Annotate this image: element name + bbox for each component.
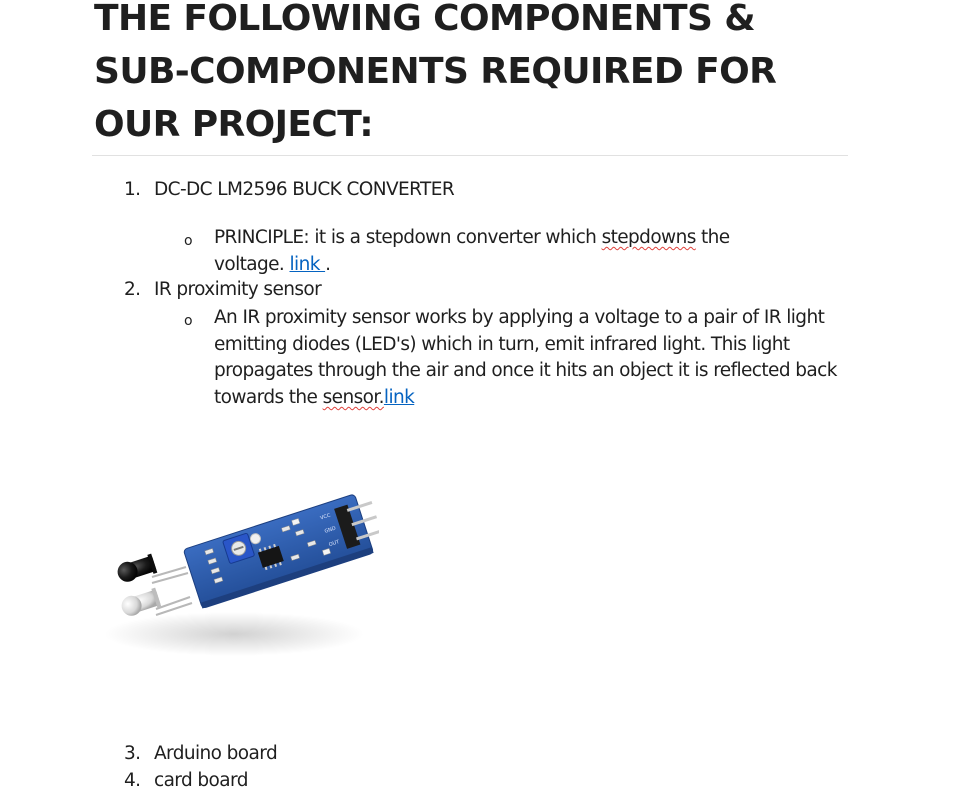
principle-period: . xyxy=(325,253,331,275)
list-number-4: 4. xyxy=(124,770,141,791)
list-number-1: 1. xyxy=(124,179,141,200)
list-item-card-board: card board xyxy=(154,770,248,791)
ir-desc-line-4: towards the sensor.link xyxy=(214,385,837,412)
principle-text-end: the xyxy=(695,227,730,248)
svg-text:GND: GND xyxy=(324,526,337,535)
principle-line-1: PRINCIPLE: it is a stepdown converter wh… xyxy=(214,225,730,252)
ir-sensor-description: An IR proximity sensor works by applying… xyxy=(214,305,837,412)
list-number-2: 2. xyxy=(124,279,141,300)
svg-text:OUT: OUT xyxy=(328,539,341,548)
ir-desc-text: towards the xyxy=(214,387,323,409)
heading-line-2: SUB-COMPONENTS REQUIRED FOR xyxy=(94,51,777,92)
buck-converter-link[interactable]: link xyxy=(289,253,326,275)
ir-sensor-link[interactable]: link xyxy=(383,387,415,409)
misspelled-word: sensor. xyxy=(322,387,385,409)
heading-line-3: OUR PROJECT: xyxy=(94,104,374,145)
heading-divider xyxy=(92,155,848,156)
ir-desc-line-3: propagates through the air and once it h… xyxy=(214,360,837,382)
page-heading: THE FOLLOWING COMPONENTS & SUB-COMPONENT… xyxy=(94,0,854,151)
ir-desc-line-1: An IR proximity sensor works by applying… xyxy=(214,307,825,328)
svg-text:VCC: VCC xyxy=(320,512,332,521)
list-number-3: 3. xyxy=(124,743,141,764)
list-item-buck-converter: DC-DC LM2596 BUCK CONVERTER xyxy=(154,179,455,200)
principle-text: PRINCIPLE: it is a stepdown converter wh… xyxy=(214,227,602,248)
buck-converter-principle: PRINCIPLE: it is a stepdown converter wh… xyxy=(214,225,730,278)
ir-desc-line-2: emitting diodes (LED's) which in turn, e… xyxy=(214,333,790,355)
ir-sensor-module-icon: VCC GND OUT xyxy=(104,494,382,656)
sub-bullet-icon: o xyxy=(184,233,193,249)
heading-line-1: THE FOLLOWING COMPONENTS & xyxy=(94,0,756,39)
list-item-arduino-board: Arduino board xyxy=(154,743,278,764)
ir-proximity-sensor-module-photo: VCC GND OUT xyxy=(94,459,382,705)
list-item-ir-sensor: IR proximity sensor xyxy=(154,279,322,300)
sub-bullet-icon: o xyxy=(184,313,193,329)
principle-text-voltage: voltage. xyxy=(214,253,290,275)
misspelled-word: stepdowns xyxy=(601,227,697,248)
principle-line-2: voltage. link . xyxy=(214,252,730,279)
